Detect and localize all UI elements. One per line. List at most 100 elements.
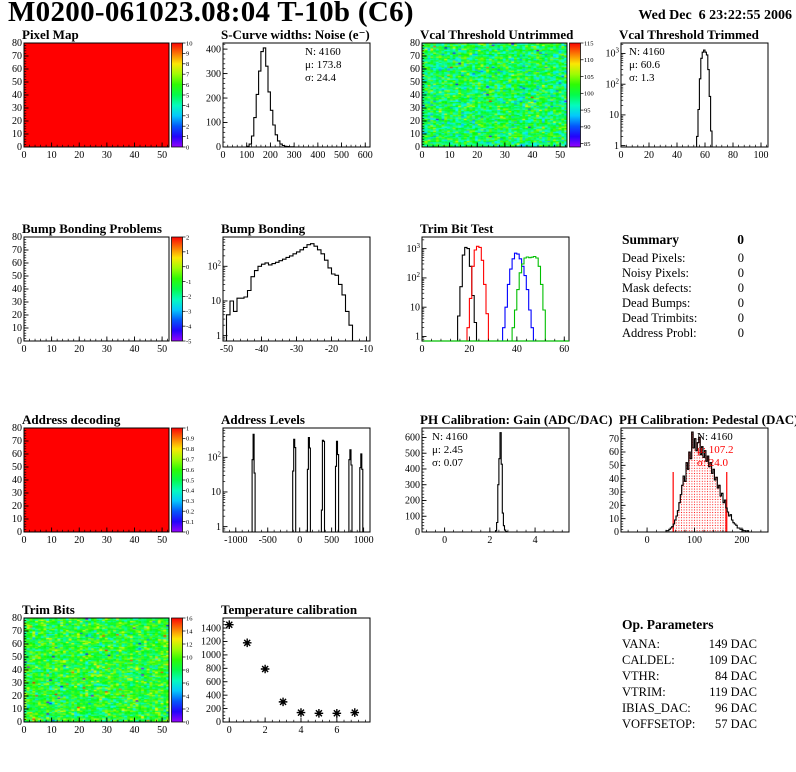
block-title-row: Summary 0 [622, 224, 744, 248]
svg-text:0: 0 [614, 527, 619, 538]
svg-text:0: 0 [22, 344, 27, 355]
row-value: 0 [737, 266, 744, 280]
svg-text:-10: -10 [360, 344, 373, 355]
y-axis: 1 10 102 103 [407, 239, 427, 343]
svg-text:0: 0 [22, 150, 27, 161]
svg-text:12: 12 [186, 641, 193, 648]
svg-text:60: 60 [559, 344, 569, 355]
y-axis: 0 10 20 30 40 50 60 70 80 [12, 423, 29, 538]
svg-text:0: 0 [420, 344, 425, 355]
svg-text:10: 10 [186, 654, 193, 661]
svg-text:-500: -500 [259, 535, 277, 546]
x-axis: 0 10 20 30 40 50 [22, 142, 168, 161]
svg-text:85: 85 [584, 141, 591, 148]
plot-frame [222, 427, 371, 533]
y-axis: 0 10 20 30 40 50 60 70 80 [12, 232, 29, 347]
svg-text:-20: -20 [325, 344, 338, 355]
plot-title: PH Calibration: Pedestal (DAC) [619, 412, 796, 427]
y-axis: 0 10 20 30 40 50 60 70 80 [12, 613, 29, 728]
vcal_trimmed-plot: 0 20 40 60 80 100 1 10 102 103 Vcal Threshold Trim… [606, 27, 769, 161]
x-axis: 0 100 200 [627, 527, 762, 546]
y-axis: 1 10 102 103 [606, 43, 626, 152]
vcal_untrimmed-heatmap-canvas [422, 43, 567, 147]
svg-text:0: 0 [420, 150, 425, 161]
svg-text:95: 95 [584, 107, 591, 114]
x-axis: 0 20 40 60 [420, 336, 569, 355]
plot-vcal-untrimmed: 0 10 20 30 40 50 0 10 20 30 40 50 60 70 80 115 110 105 100… [398, 27, 597, 196]
svg-text:30: 30 [12, 103, 22, 114]
svg-text:0: 0 [227, 725, 232, 736]
row-value: 119 DAC [709, 685, 757, 699]
svg-text:30: 30 [500, 150, 510, 161]
x-axis: 0 10 20 30 40 50 [22, 527, 168, 546]
svg-text:1: 1 [186, 134, 189, 141]
plot-frame [421, 236, 570, 342]
svg-text:20: 20 [12, 501, 22, 512]
row-label: VANA: [622, 637, 660, 651]
svg-text:-2: -2 [186, 294, 191, 301]
svg-text:0: 0 [619, 150, 624, 161]
svg-text:10: 10 [211, 487, 221, 498]
svg-text:100: 100 [206, 118, 221, 129]
svg-text:600: 600 [405, 433, 420, 444]
plot-frame [421, 42, 568, 148]
svg-text:N: 4160: N: 4160 [432, 431, 468, 443]
svg-text:30: 30 [410, 103, 420, 114]
plot-title: Pixel Map [22, 27, 79, 42]
y-axis: 0 10 20 30 40 50 60 70 80 [12, 38, 29, 153]
x-axis: 0 20 40 60 80 100 [619, 142, 769, 161]
svg-text:6: 6 [334, 725, 339, 736]
row-label: Noisy Pixels: [622, 266, 690, 280]
svg-text:200: 200 [734, 535, 749, 546]
svg-text:50: 50 [12, 77, 22, 88]
block-row: Dead Bumps: 0 [622, 296, 744, 311]
plot-ph-pedestal: 0 100 200 0 10 20 30 40 50 60 70 PH Calibration: Pe… [597, 412, 796, 581]
asterisk-marker [224, 620, 234, 630]
svg-text:50: 50 [410, 77, 420, 88]
svg-text:0.1: 0.1 [186, 519, 194, 526]
y-axis: 1 10 102 [208, 236, 228, 342]
svg-text:μ: 107.2: μ: 107.2 [697, 444, 733, 456]
svg-text:20: 20 [74, 725, 84, 736]
svg-text:16: 16 [186, 615, 193, 622]
histogram-outline [359, 453, 364, 532]
asterisk-marker [296, 708, 306, 717]
x-axis: 0 10 20 30 40 50 [22, 336, 168, 355]
svg-text:μ: 173.8: μ: 173.8 [305, 59, 342, 71]
row-value: 96 DAC [714, 701, 757, 715]
y-axis: 0 100 200 300 400 [206, 43, 228, 153]
row-label: Address Probl: [622, 326, 697, 340]
plot-address-decoding: 0 10 20 30 40 50 0 10 20 30 40 50 60 70 80 1 0.9 0.8 0.7 0.… [0, 412, 199, 581]
svg-text:30: 30 [12, 488, 22, 499]
row-value: 109 DAC [708, 653, 757, 667]
svg-text:400: 400 [310, 150, 325, 161]
address_levels-plot: -1000 -500 0 500 1000 1 10 102 Address Levels [208, 412, 374, 546]
svg-text:2: 2 [487, 535, 492, 546]
svg-text:N: 4160: N: 4160 [629, 46, 665, 58]
svg-text:300: 300 [287, 150, 302, 161]
row-label: Dead Bumps: [622, 296, 691, 310]
svg-text:30: 30 [12, 678, 22, 689]
svg-text:-1000: -1000 [224, 535, 247, 546]
svg-text:60: 60 [12, 64, 22, 75]
y-axis: 0 200 400 600 800 1000 1200 1400 [201, 617, 228, 728]
plot-title: Trim Bit Test [420, 221, 494, 236]
svg-text:0.4: 0.4 [186, 488, 195, 495]
svg-text:40: 40 [129, 535, 139, 546]
svg-text:80: 80 [12, 38, 22, 49]
svg-text:80: 80 [410, 38, 420, 49]
svg-text:σ: 1.3: σ: 1.3 [629, 72, 655, 84]
svg-text:4: 4 [298, 725, 303, 736]
row-value: 0 [737, 311, 744, 325]
asterisk-marker [242, 638, 252, 648]
svg-text:6: 6 [186, 680, 190, 687]
block-title: Op. Parameters [622, 617, 714, 632]
svg-text:40: 40 [12, 284, 22, 295]
timestamp: Wed Dec 6 23:22:55 2006 [638, 8, 792, 23]
plot-title: Vcal Threshold Untrimmed [420, 27, 574, 42]
svg-text:20: 20 [12, 116, 22, 127]
heatmap-area [24, 428, 169, 532]
block-title-value: 0 [737, 232, 744, 247]
svg-text:0: 0 [17, 717, 22, 728]
